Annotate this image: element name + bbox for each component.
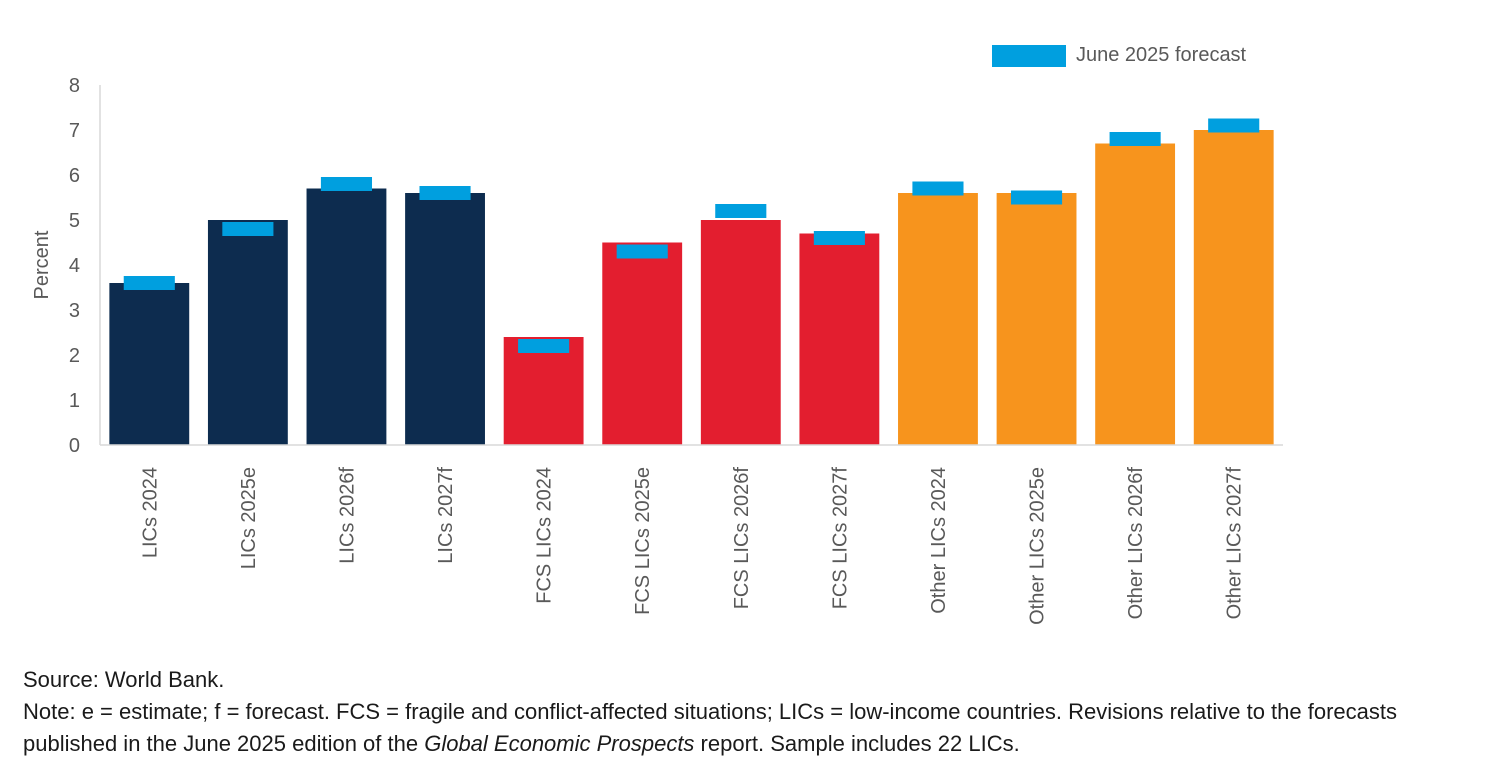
- x-category-label: Other LICs 2025e: [1027, 467, 1049, 625]
- forecast-marker: [222, 222, 274, 236]
- bar: [602, 242, 683, 445]
- forecast-marker: [123, 276, 175, 290]
- x-category-label: FCS LICs 2026f: [731, 467, 753, 610]
- chart-notes: Source: World Bank. Note: e = estimate; …: [23, 664, 1483, 760]
- forecast-marker: [616, 244, 668, 259]
- bar: [306, 188, 387, 445]
- x-category-label: FCS LICs 2025e: [632, 467, 654, 615]
- forecast-marker: [1010, 190, 1063, 205]
- y-axis-title: Percent: [31, 230, 53, 299]
- bar: [109, 283, 190, 445]
- bars: [109, 130, 1274, 445]
- forecast-marker: [320, 177, 373, 191]
- x-category-label: FCS LICs 2024: [534, 467, 556, 604]
- x-category-label: LICs 2026f: [336, 467, 358, 564]
- note-text-part1: Note: e = estimate; f = forecast. FCS = …: [23, 699, 1398, 756]
- y-tick-label: 8: [69, 75, 80, 97]
- forecast-marker: [1208, 118, 1260, 133]
- x-axis-category-labels: LICs 2024 LICs 2025e LICs 2026f LICs 2027f F…: [139, 467, 1245, 625]
- forecast-marker: [1109, 132, 1161, 146]
- bar: [1193, 130, 1274, 445]
- x-category-label: LICs 2024: [139, 467, 161, 558]
- forecast-markers: [123, 118, 1260, 353]
- bar: [898, 193, 978, 445]
- forecast-marker: [419, 186, 471, 200]
- x-category-label: Other LICs 2024: [928, 467, 950, 614]
- bar: [799, 233, 880, 445]
- legend-swatch-forecast: [992, 45, 1066, 67]
- note-report-title: Global Economic Prospects: [424, 731, 695, 756]
- legend-label-forecast: June 2025 forecast: [1076, 44, 1247, 66]
- y-tick-label: 4: [69, 255, 80, 277]
- forecast-marker: [715, 204, 767, 218]
- x-category-label: Other LICs 2027f: [1224, 467, 1246, 620]
- bar: [700, 220, 781, 445]
- bar: [503, 337, 584, 445]
- x-category-label: LICs 2025e: [238, 467, 260, 569]
- chart: June 2025 forecast Percent 0 1 2 3 4 5 6 7 8 LIC…: [31, 44, 1283, 625]
- y-tick-label: 3: [69, 300, 80, 322]
- note-text: Note: e = estimate; f = forecast. FCS = …: [23, 696, 1483, 760]
- note-text-part2: report. Sample includes 22 LICs.: [694, 731, 1020, 756]
- bar: [1095, 143, 1176, 445]
- y-tick-label: 5: [69, 210, 80, 232]
- y-tick-label: 2: [69, 345, 80, 367]
- bar: [405, 193, 485, 445]
- y-tick-label: 7: [69, 120, 80, 142]
- source-note: Source: World Bank.: [23, 667, 225, 692]
- y-tick-label: 6: [69, 165, 80, 187]
- forecast-marker: [912, 181, 964, 196]
- legend: June 2025 forecast: [992, 44, 1247, 67]
- forecast-marker: [518, 339, 570, 353]
- y-axis-ticks: 0 1 2 3 4 5 6 7 8: [69, 75, 80, 457]
- y-tick-label: 0: [69, 435, 80, 457]
- y-tick-label: 1: [69, 390, 80, 412]
- x-category-label: Other LICs 2026f: [1125, 467, 1147, 620]
- x-category-label: FCS LICs 2027f: [829, 467, 851, 610]
- bar: [207, 220, 288, 445]
- bar: [996, 193, 1077, 445]
- forecast-marker: [813, 231, 865, 245]
- x-category-label: LICs 2027f: [435, 467, 457, 564]
